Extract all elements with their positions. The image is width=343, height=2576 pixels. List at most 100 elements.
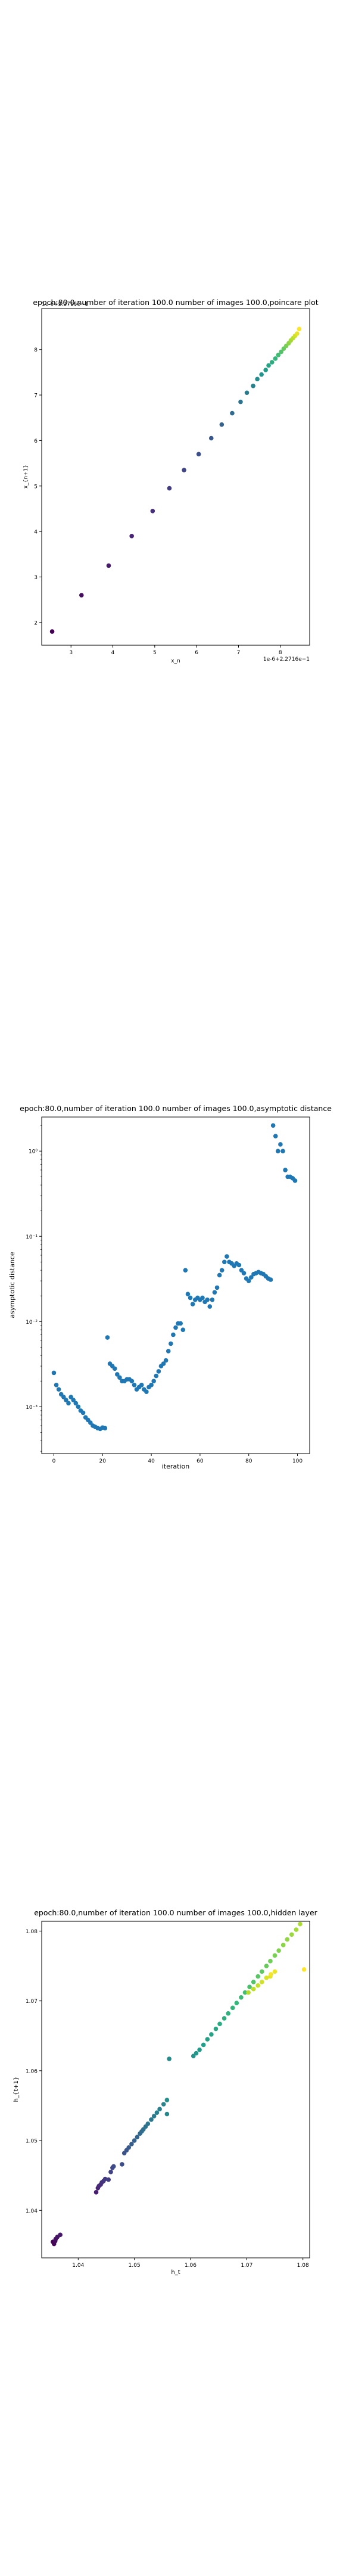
hidden-layer-data-point: [264, 1964, 269, 1968]
hidden-layer-data-point: [194, 2051, 199, 2056]
hidden-layer-x-ticks: 1.04 1.05 1.06 1.07 1.08: [72, 2258, 309, 2269]
asymptotic-distance-data-point: [219, 1268, 224, 1273]
hidden-layer-data-point: [102, 2176, 108, 2182]
hidden-layer-data-point: [126, 2145, 132, 2150]
asymptotic-distance-data-point: [278, 1142, 283, 1147]
hidden-layer-data-point: [251, 1980, 256, 1984]
asymptotic-distance-data-point: [270, 1123, 276, 1128]
asymptotic-distance-data-point: [273, 1134, 278, 1138]
hidden-layer-y-tick-label: 1.05: [26, 2139, 38, 2145]
poincare-plot-data-point: [79, 593, 84, 598]
asymptotic-distance-data-point: [151, 1379, 156, 1384]
asymptotic-distance-data-point: [185, 1292, 191, 1297]
hidden-layer-y-tick-label: 1.07: [26, 1999, 38, 2005]
asymptotic-distance-axes-frame: [41, 1116, 310, 1454]
asymptotic-distance-data-point: [173, 1325, 178, 1330]
asymptotic-distance-data-point: [154, 1373, 159, 1379]
hidden-layer-data-point: [272, 1969, 277, 1974]
poincare-plot-data-point: [273, 356, 278, 361]
hidden-layer-data-point: [201, 2042, 206, 2048]
hidden-layer-data-point: [255, 1974, 261, 1979]
asymptotic-distance-data-point: [149, 1383, 154, 1387]
poincare-plot-data-point: [297, 326, 302, 332]
hidden-layer-data-point: [164, 2098, 170, 2102]
hidden-layer-data-point: [246, 1990, 251, 1995]
asymptotic-distance-data-point: [139, 1383, 144, 1387]
hidden-layer-points: [51, 1921, 307, 2247]
asymptotic-distance-data-point: [166, 1349, 171, 1354]
hidden-layer-data-point: [164, 2111, 170, 2117]
hidden-layer-data-point: [191, 2054, 196, 2059]
hidden-layer-data-point: [272, 1953, 277, 1958]
hidden-layer-y-tick-label: 1.06: [26, 2068, 38, 2074]
hidden-layer-x-tick-label: 1.04: [72, 2263, 84, 2269]
hidden-layer-data-point: [167, 2057, 172, 2061]
hidden-layer-data-point: [251, 1986, 256, 1992]
asymptotic-distance-data-point: [207, 1304, 213, 1309]
poincare-plot-x-tick-label: 7: [237, 650, 241, 656]
asymptotic-distance-data-point: [212, 1290, 217, 1295]
asymptotic-distance-data-point: [115, 1372, 120, 1377]
poincare-plot-data-point: [167, 486, 172, 491]
hidden-layer-data-point: [161, 2102, 166, 2107]
asymptotic-distance-chart: epoch:80.0,number of iteration 100.0 num…: [8, 1104, 332, 1470]
hidden-layer-data-point: [108, 2170, 113, 2174]
asymptotic-distance-data-point: [163, 1358, 169, 1363]
asymptotic-distance-data-point: [280, 1149, 285, 1154]
poincare-plot-data-point: [129, 533, 134, 539]
poincare-plot-x-tick-label: 4: [111, 650, 115, 656]
asymptotic-distance-points: [51, 1123, 298, 1432]
poincare-plot-data-point: [208, 435, 214, 441]
asymptotic-distance-data-point: [217, 1273, 222, 1278]
hidden-layer-data-point: [205, 2037, 210, 2042]
asymptotic-distance-data-point: [171, 1332, 176, 1337]
hidden-layer-data-point: [222, 2016, 227, 2021]
poincare-plot-axes-frame: [41, 308, 310, 646]
poincare-plot-x-tick-label: 5: [153, 650, 157, 656]
asymptotic-distance-y-ticks: 10⁻³ 10⁻² 10⁻¹ 10⁰: [26, 1125, 42, 1452]
poincare-plot-data-point: [244, 390, 250, 396]
asymptotic-distance-x-tick-label: 80: [245, 1458, 252, 1464]
asymptotic-distance-data-point: [241, 1271, 247, 1275]
asymptotic-distance-data-point: [156, 1369, 161, 1374]
hidden-layer-data-point: [285, 1937, 290, 1942]
hidden-layer-data-point: [111, 2164, 116, 2169]
poincare-plot-data-point: [251, 383, 255, 388]
hidden-layer-data-point: [280, 1943, 286, 1947]
hidden-layer-data-point: [58, 2232, 63, 2238]
hidden-layer-data-point: [197, 2047, 202, 2052]
hidden-layer-axes-frame: [41, 1921, 310, 2258]
asymptotic-distance-data-point: [268, 1277, 273, 1282]
asymptotic-distance-x-tick-label: 100: [292, 1458, 303, 1464]
hidden-layer-data-point: [151, 2114, 157, 2118]
poincare-plot-data-point: [230, 410, 235, 416]
poincare-plot-data-point: [263, 368, 268, 372]
asymptotic-distance-data-point: [144, 1389, 149, 1394]
asymptotic-distance-x-label: iteration: [162, 1463, 189, 1470]
asymptotic-distance-data-point: [169, 1341, 173, 1346]
hidden-layer-data-point: [145, 2121, 151, 2126]
asymptotic-distance-data-point: [188, 1295, 193, 1301]
asymptotic-distance-data-point: [214, 1285, 220, 1290]
poincare-plot-x-label: x_n: [171, 658, 180, 664]
asymptotic-distance-data-point: [73, 1401, 79, 1406]
asymptotic-distance-data-point: [132, 1383, 137, 1387]
hidden-layer-data-point: [132, 2138, 137, 2143]
poincare-plot-y-tick-label: 7: [34, 393, 38, 399]
hidden-layer-data-point: [234, 2001, 239, 2005]
asymptotic-distance-data-point: [112, 1366, 117, 1371]
asymptotic-distance-data-point: [183, 1268, 188, 1273]
asymptotic-distance-data-point: [236, 1262, 242, 1268]
hidden-layer-data-point: [298, 1921, 303, 1927]
poincare-plot-data-point: [279, 349, 283, 354]
poincare-plot-chart: epoch:80.0,number of iteration 100.0 num…: [23, 298, 319, 664]
poincare-plot-data-point: [49, 629, 55, 634]
asymptotic-distance-data-point: [102, 1426, 108, 1431]
hidden-layer-data-point: [301, 1967, 307, 1972]
asymptotic-distance-data-point: [222, 1259, 227, 1265]
hidden-layer-data-point: [260, 1969, 264, 1974]
poincare-plot-y-label: x_{n+1}: [23, 465, 29, 489]
hidden-layer-data-point: [242, 1990, 248, 1995]
asymptotic-distance-data-point: [276, 1149, 280, 1154]
